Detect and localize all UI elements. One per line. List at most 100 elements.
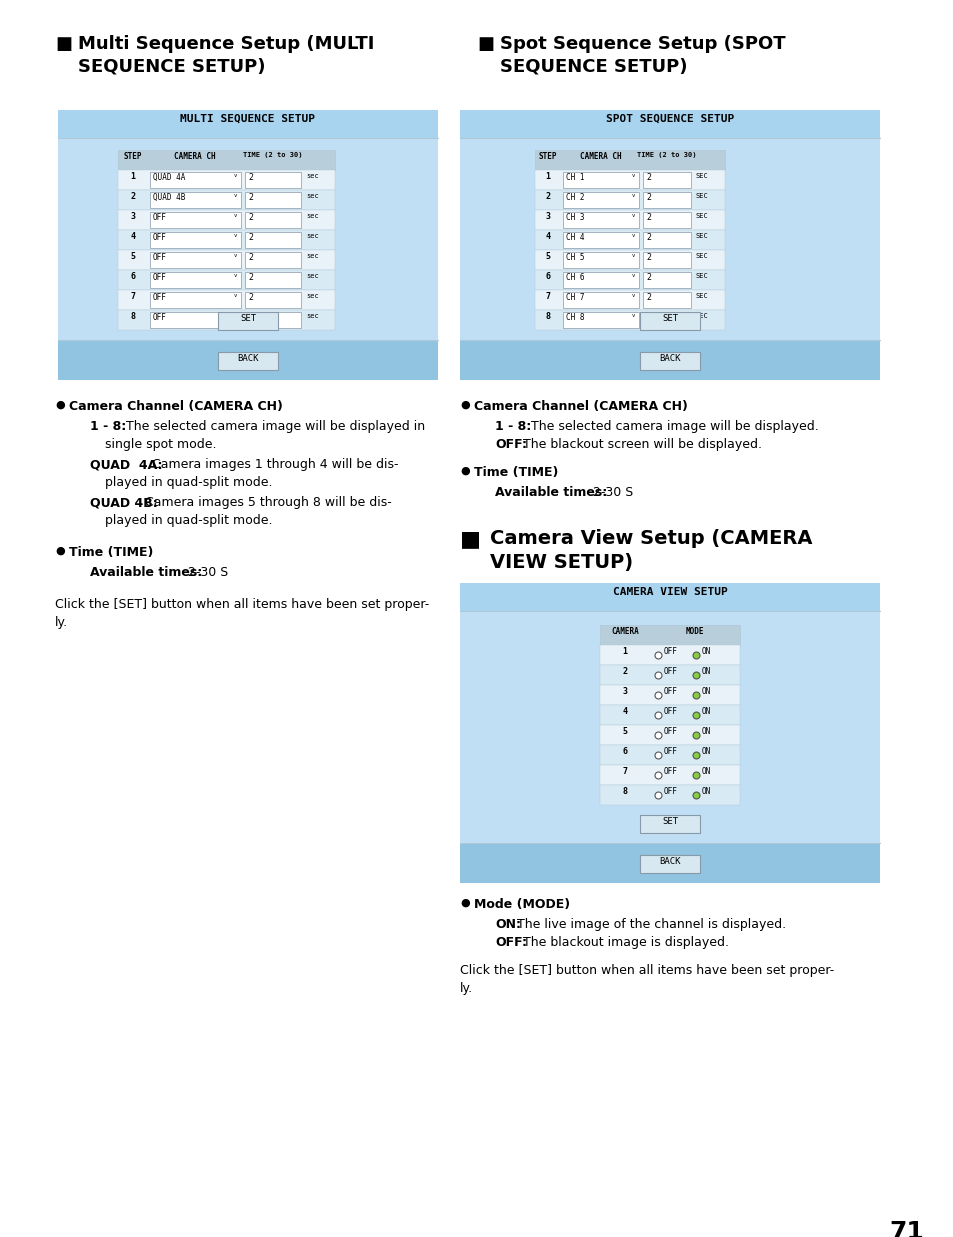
Text: ON:: ON: bbox=[495, 918, 520, 931]
Bar bbox=[642, 233, 690, 247]
Bar bbox=[599, 745, 740, 764]
Text: QUAD 4B: QUAD 4B bbox=[152, 193, 185, 202]
Text: v: v bbox=[233, 193, 236, 198]
Bar bbox=[599, 666, 740, 685]
Bar bbox=[642, 312, 690, 328]
Text: v: v bbox=[631, 254, 634, 259]
Bar bbox=[642, 172, 690, 188]
Bar bbox=[245, 312, 301, 328]
Bar bbox=[459, 583, 879, 883]
Text: v: v bbox=[631, 213, 634, 218]
Text: 2: 2 bbox=[248, 173, 253, 182]
Bar bbox=[535, 289, 724, 310]
Text: 71: 71 bbox=[888, 1220, 923, 1237]
Text: SEC: SEC bbox=[696, 193, 708, 199]
Text: 2: 2 bbox=[248, 254, 253, 262]
Bar bbox=[535, 190, 724, 210]
Bar bbox=[459, 842, 879, 883]
Text: SEQUENCE SETUP): SEQUENCE SETUP) bbox=[78, 57, 265, 75]
Bar bbox=[535, 230, 724, 250]
Text: 2: 2 bbox=[248, 293, 253, 302]
Text: sec: sec bbox=[306, 254, 318, 259]
Text: SEC: SEC bbox=[696, 293, 708, 299]
Text: QUAD 4B:: QUAD 4B: bbox=[90, 496, 157, 508]
Text: ●: ● bbox=[55, 546, 65, 555]
Text: 3: 3 bbox=[545, 212, 550, 221]
Bar bbox=[599, 764, 740, 785]
Text: BACK: BACK bbox=[659, 857, 680, 866]
Text: CAMERA CH: CAMERA CH bbox=[579, 152, 621, 161]
Text: ■: ■ bbox=[55, 35, 71, 53]
Text: SEC: SEC bbox=[696, 313, 708, 319]
Bar bbox=[599, 785, 740, 805]
Text: sec: sec bbox=[306, 233, 318, 239]
Bar bbox=[118, 150, 335, 169]
Text: v: v bbox=[631, 313, 634, 318]
Text: Camera Channel (CAMERA CH): Camera Channel (CAMERA CH) bbox=[69, 400, 283, 413]
Text: 2-30 S: 2-30 S bbox=[188, 567, 228, 579]
Text: Time (TIME): Time (TIME) bbox=[474, 466, 558, 479]
Bar bbox=[245, 192, 301, 208]
Text: 2: 2 bbox=[645, 273, 650, 282]
Text: TIME (2 to 30): TIME (2 to 30) bbox=[637, 152, 696, 158]
Text: CAMERA: CAMERA bbox=[611, 627, 639, 636]
Text: CH 4: CH 4 bbox=[565, 233, 584, 242]
Text: 2: 2 bbox=[645, 173, 650, 182]
Text: The live image of the channel is displayed.: The live image of the channel is display… bbox=[517, 918, 785, 931]
Text: 2: 2 bbox=[645, 293, 650, 302]
Text: OFF:: OFF: bbox=[495, 936, 526, 949]
Text: TIME (2 to 30): TIME (2 to 30) bbox=[243, 152, 302, 158]
Text: SEC: SEC bbox=[696, 173, 708, 179]
Text: 5: 5 bbox=[622, 727, 627, 736]
Bar bbox=[218, 312, 277, 330]
Bar bbox=[150, 292, 241, 308]
Text: ●: ● bbox=[459, 400, 469, 409]
Text: QUAD 4A: QUAD 4A bbox=[152, 173, 185, 182]
Text: Camera images 1 through 4 will be dis-: Camera images 1 through 4 will be dis- bbox=[152, 458, 398, 471]
Text: ly.: ly. bbox=[55, 616, 68, 628]
Text: OFF: OFF bbox=[663, 708, 678, 716]
Bar bbox=[245, 172, 301, 188]
Text: BACK: BACK bbox=[659, 354, 680, 362]
Text: OFF: OFF bbox=[663, 667, 678, 675]
Text: 8: 8 bbox=[131, 312, 135, 320]
Text: sec: sec bbox=[306, 213, 318, 219]
Bar bbox=[639, 855, 700, 873]
Text: 2: 2 bbox=[645, 233, 650, 242]
Bar bbox=[535, 210, 724, 230]
Text: VIEW SETUP): VIEW SETUP) bbox=[490, 553, 633, 571]
Bar bbox=[218, 353, 277, 370]
Text: STEP: STEP bbox=[124, 152, 142, 161]
Text: ON: ON bbox=[701, 787, 711, 795]
Text: OFF: OFF bbox=[663, 787, 678, 795]
Text: single spot mode.: single spot mode. bbox=[105, 438, 216, 452]
Text: 2: 2 bbox=[645, 213, 650, 221]
Text: Multi Sequence Setup (MULTI: Multi Sequence Setup (MULTI bbox=[78, 35, 374, 53]
Text: sec: sec bbox=[306, 193, 318, 199]
Bar bbox=[562, 233, 639, 247]
Text: OFF: OFF bbox=[663, 767, 678, 776]
Bar bbox=[459, 110, 879, 380]
Bar bbox=[535, 270, 724, 289]
Bar bbox=[639, 815, 700, 833]
Text: Time (TIME): Time (TIME) bbox=[69, 546, 153, 559]
Bar bbox=[150, 233, 241, 247]
Text: SEQUENCE SETUP): SEQUENCE SETUP) bbox=[499, 57, 687, 75]
Text: v: v bbox=[233, 233, 236, 238]
Text: 6: 6 bbox=[131, 272, 135, 281]
Bar bbox=[245, 272, 301, 288]
Text: ON: ON bbox=[701, 727, 711, 736]
Text: Camera images 5 through 8 will be dis-: Camera images 5 through 8 will be dis- bbox=[145, 496, 392, 508]
Text: ■: ■ bbox=[476, 35, 494, 53]
Bar bbox=[150, 252, 241, 268]
Bar bbox=[459, 340, 879, 380]
Bar bbox=[562, 212, 639, 228]
Text: 7: 7 bbox=[622, 767, 627, 776]
Text: 7: 7 bbox=[545, 292, 550, 301]
Text: SEC: SEC bbox=[696, 233, 708, 239]
Bar bbox=[535, 150, 724, 169]
Bar bbox=[245, 292, 301, 308]
Text: OFF: OFF bbox=[663, 687, 678, 696]
Text: ON: ON bbox=[701, 767, 711, 776]
Text: 1: 1 bbox=[545, 172, 550, 181]
